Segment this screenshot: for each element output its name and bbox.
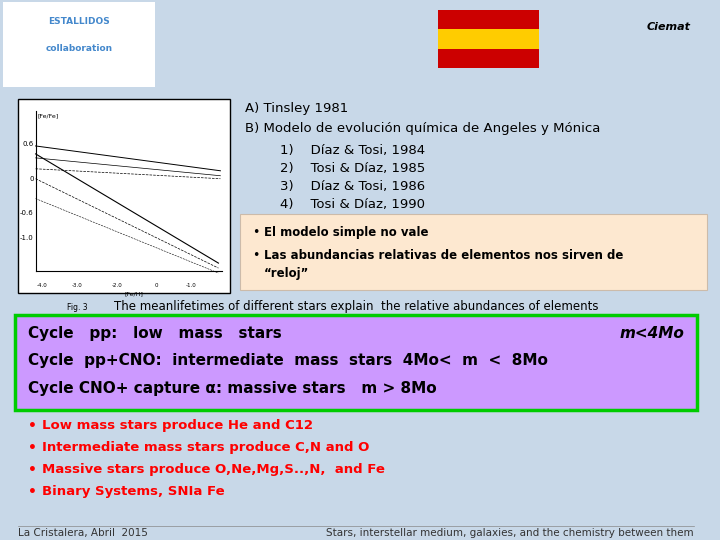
Text: Cycle CNO+ capture α: massive stars   m > 8Mo: Cycle CNO+ capture α: massive stars m > … [27, 381, 436, 396]
Text: Cycle  pp+CNO:  intermediate  mass  stars  4Mo<  m  <  8Mo: Cycle pp+CNO: intermediate mass stars 4M… [27, 354, 547, 368]
Text: 1)    Díaz & Tosi, 1984: 1) Díaz & Tosi, 1984 [280, 144, 425, 157]
Text: Ciemat: Ciemat [646, 22, 690, 32]
Text: “reloj”: “reloj” [264, 267, 310, 280]
Text: Cycle   pp:   low   mass   stars: Cycle pp: low mass stars [27, 326, 282, 341]
Text: 3)    Díaz & Tosi, 1986: 3) Díaz & Tosi, 1986 [280, 180, 425, 193]
Text: 4)    Tosi & Díaz, 1990: 4) Tosi & Díaz, 1990 [280, 198, 425, 211]
Text: -0.6: -0.6 [20, 211, 34, 217]
Text: 0: 0 [154, 283, 158, 288]
Text: 0.6: 0.6 [22, 141, 34, 147]
Bar [438, 29, 539, 49]
Text: Intermediate mass stars produce C,N and O: Intermediate mass stars produce C,N and … [42, 441, 369, 454]
Text: •: • [27, 463, 37, 477]
Text: •: • [27, 419, 37, 433]
Text: collaboration: collaboration [45, 44, 113, 53]
Text: ESTALLIDOS: ESTALLIDOS [48, 17, 110, 26]
Text: 0: 0 [29, 176, 34, 182]
FancyBboxPatch shape [3, 2, 156, 87]
Text: B) Modelo de evolución química de Angeles y Mónica: B) Modelo de evolución química de Angele… [245, 122, 600, 135]
Text: -1.0: -1.0 [186, 283, 196, 288]
Text: [Fe/Fe]: [Fe/Fe] [37, 113, 59, 118]
FancyBboxPatch shape [240, 214, 707, 290]
Text: m<4Mo: m<4Mo [619, 326, 684, 341]
Text: •: • [252, 226, 259, 239]
FancyBboxPatch shape [15, 315, 697, 410]
Text: -2.0: -2.0 [112, 283, 122, 288]
Text: Fig. 3: Fig. 3 [67, 303, 87, 312]
Text: •: • [27, 484, 37, 498]
Bar [18, 99, 230, 293]
Text: •: • [27, 441, 37, 455]
Text: La Cristalera, Abril  2015: La Cristalera, Abril 2015 [18, 528, 148, 538]
Text: Binary Systems, SNIa Fe: Binary Systems, SNIa Fe [42, 484, 224, 497]
Text: -1.0: -1.0 [20, 235, 34, 241]
Text: -3.0: -3.0 [72, 283, 83, 288]
Text: [Fe/H]: [Fe/H] [124, 291, 143, 296]
Text: Low mass stars produce He and C12: Low mass stars produce He and C12 [42, 419, 312, 432]
Text: -4.0: -4.0 [37, 283, 48, 288]
Text: •: • [252, 249, 259, 262]
Text: A) Tinsley 1981: A) Tinsley 1981 [245, 102, 348, 115]
Text: El modelo simple no vale: El modelo simple no vale [264, 226, 428, 239]
Text: The meanlifetimes of different stars explain  the relative abundances of element: The meanlifetimes of different stars exp… [114, 300, 598, 313]
Text: 2)    Tosi & Díaz, 1985: 2) Tosi & Díaz, 1985 [280, 162, 425, 175]
Text: Stars, interstellar medium, galaxies, and the chemistry between them: Stars, interstellar medium, galaxies, an… [326, 528, 694, 538]
Bar [438, 10, 539, 68]
Text: Las abundancias relativas de elementos nos sirven de: Las abundancias relativas de elementos n… [264, 249, 624, 262]
Text: Massive stars produce O,Ne,Mg,S..,N,  and Fe: Massive stars produce O,Ne,Mg,S..,N, and… [42, 463, 384, 476]
